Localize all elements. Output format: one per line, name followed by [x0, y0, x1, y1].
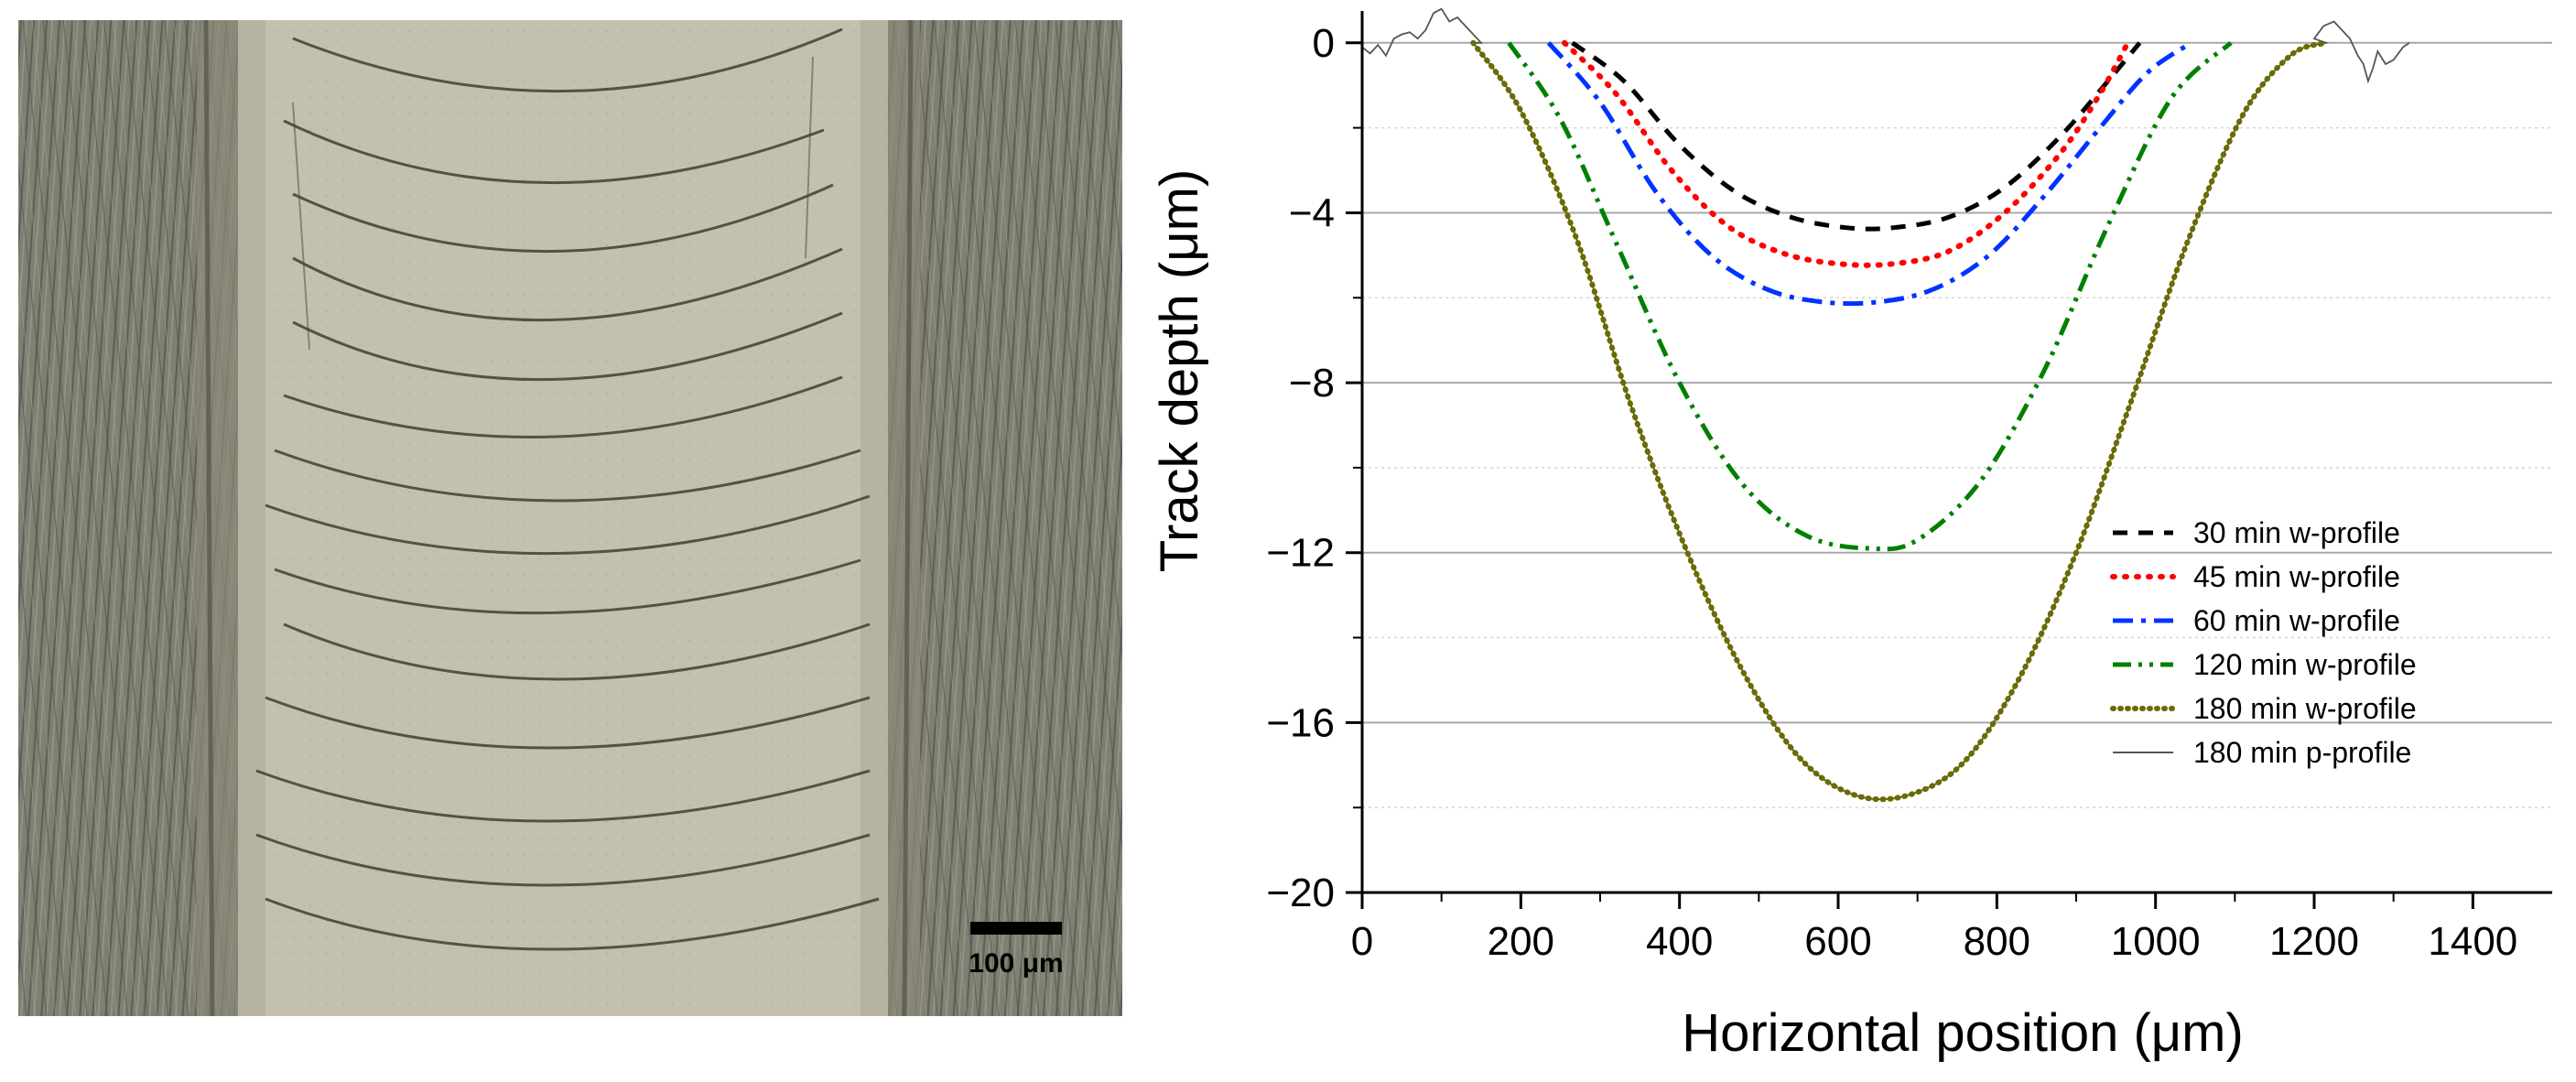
- series-line-120-min-w-profile: [1507, 40, 2233, 552]
- legend-label: 45 min w-profile: [2193, 560, 2400, 593]
- x-tick-label: 1000: [2111, 919, 2201, 964]
- series-line-30-min-w-profile: [1571, 40, 2142, 232]
- series-line-45-min-w-profile: [1562, 39, 2131, 268]
- legend-label: 120 min w-profile: [2193, 648, 2417, 681]
- y-tick-label: −12: [1266, 531, 1335, 576]
- x-tick-label: 1200: [2269, 919, 2359, 964]
- y-tick-label: 0: [1313, 21, 1335, 66]
- x-tick-label: 200: [1488, 919, 1554, 964]
- x-axis-label: Horizontal position (μm): [1682, 1003, 2244, 1063]
- x-tick-label: 1400: [2428, 919, 2517, 964]
- series-line-180-min-w-profile: [1470, 39, 2329, 803]
- wear-track-micrograph: 100 μm: [18, 20, 1122, 1016]
- grid-lines: [1362, 41, 2552, 808]
- legend: 30 min w-profile 45 min w-profile 60 min w…: [2110, 516, 2417, 769]
- x-tick-label: 800: [1964, 919, 2030, 964]
- legend-label: 180 min p-profile: [2193, 736, 2411, 769]
- scale-bar: [970, 922, 1062, 935]
- scale-bar-label: 100 μm: [969, 948, 1063, 979]
- y-axis-label: Track depth (μm): [1150, 169, 1209, 573]
- legend-label: 180 min w-profile: [2193, 692, 2417, 725]
- legend-label: 30 min w-profile: [2193, 516, 2400, 549]
- series-layer: [1361, 7, 2410, 803]
- x-tick-label: 600: [1804, 919, 1871, 964]
- crack-arcs: [255, 27, 880, 951]
- y-tick-label: −16: [1266, 700, 1335, 745]
- axes: 0 200 400 600 800 1000 1200 1400 0 −4 −8 −12 −16 −20: [1266, 11, 2552, 964]
- legend-label: 60 min w-profile: [2193, 604, 2400, 637]
- y-tick-label: −20: [1266, 871, 1335, 915]
- y-tick-label: −8: [1289, 361, 1335, 406]
- x-tick-label: 400: [1646, 919, 1713, 964]
- series-line-60-min-w-profile: [1546, 40, 2193, 307]
- y-tick-label: −4: [1289, 190, 1335, 235]
- x-tick-label: 0: [1351, 919, 1373, 964]
- depth-profile-chart: 0 200 400 600 800 1000 1200 14000−4−8−12−16−20 …: [1150, 7, 2552, 1063]
